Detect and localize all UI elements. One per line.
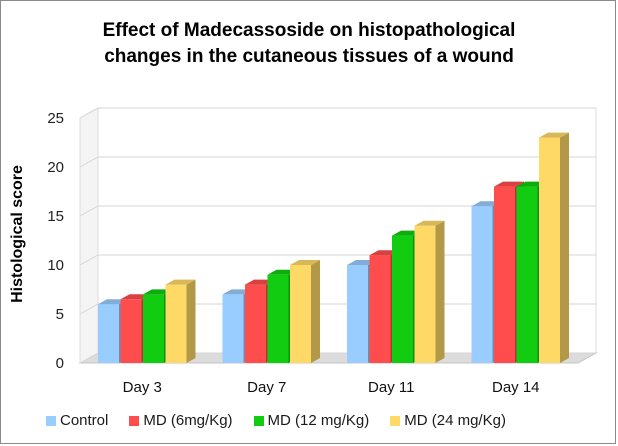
chart-title: Effect of Madecassoside on histopatholog… <box>0 18 618 70</box>
chart-title-line-2: changes in the cutaneous tissues of a wo… <box>104 46 514 67</box>
x-tick-label: Day 7 <box>247 379 286 396</box>
x-tick-label: Day 11 <box>368 379 414 396</box>
bar-side <box>435 220 445 363</box>
bar-front <box>392 235 413 363</box>
bar-front <box>165 284 187 363</box>
bar <box>165 279 196 363</box>
bar <box>290 260 320 363</box>
bar-top <box>539 132 569 138</box>
bar-front <box>494 186 515 363</box>
y-tick-label: 5 <box>56 306 64 323</box>
legend-item: MD (6mg/Kg) <box>129 412 233 429</box>
bar-side <box>560 132 569 363</box>
bar-front <box>414 225 436 363</box>
bar-top <box>290 260 320 265</box>
legend-item: Control <box>46 412 108 429</box>
bar-front <box>369 255 391 363</box>
bar-front <box>516 186 538 363</box>
legend-swatch <box>129 415 140 426</box>
left-wall <box>79 107 99 364</box>
legend-swatch <box>390 415 401 426</box>
bar-front <box>290 265 311 363</box>
y-tick-label: 10 <box>47 257 64 274</box>
bar-front <box>120 299 142 363</box>
legend: Control MD (6mg/Kg) MD (12 mg/Kg) MD (24 mg… <box>46 412 527 429</box>
bar-front <box>222 294 244 363</box>
bar-front <box>347 265 368 363</box>
legend-swatch <box>46 415 56 426</box>
legend-swatch <box>253 415 264 426</box>
y-tick-label: 25 <box>47 110 64 127</box>
bar-top <box>494 181 524 187</box>
legend-item: MD (12 mg/Kg) <box>253 412 370 429</box>
y-tick-label: 20 <box>47 159 64 176</box>
legend-item: MD (24 mg/Kg) <box>390 412 506 429</box>
legend-label: Control <box>60 412 109 429</box>
legend-label: MD (24 mg/Kg) <box>404 412 506 429</box>
gridline <box>79 205 596 217</box>
legend-label: MD (12 mg/Kg) <box>267 412 370 429</box>
bar <box>414 220 445 363</box>
x-tick-label: Day 3 <box>123 379 162 396</box>
x-tick-label: Day 14 <box>492 379 540 396</box>
bar-front <box>143 294 164 363</box>
bar-side <box>311 260 320 363</box>
gridline <box>79 156 596 168</box>
bar-front <box>267 274 289 363</box>
y-tick-label: 15 <box>47 208 64 225</box>
bar-top <box>414 220 445 226</box>
legend-label: MD (6mg/Kg) <box>143 412 233 429</box>
bar-front <box>98 304 119 363</box>
bar-front <box>471 206 493 363</box>
bar-top <box>165 279 196 285</box>
bar-front <box>539 137 560 363</box>
gridline <box>79 107 596 119</box>
bar <box>539 132 569 363</box>
bar-side <box>186 279 196 363</box>
y-tick-label: 0 <box>56 355 64 372</box>
bar-front <box>245 284 266 363</box>
chart-title-line-1: Effect of Madecassoside on histopatholog… <box>102 20 516 41</box>
